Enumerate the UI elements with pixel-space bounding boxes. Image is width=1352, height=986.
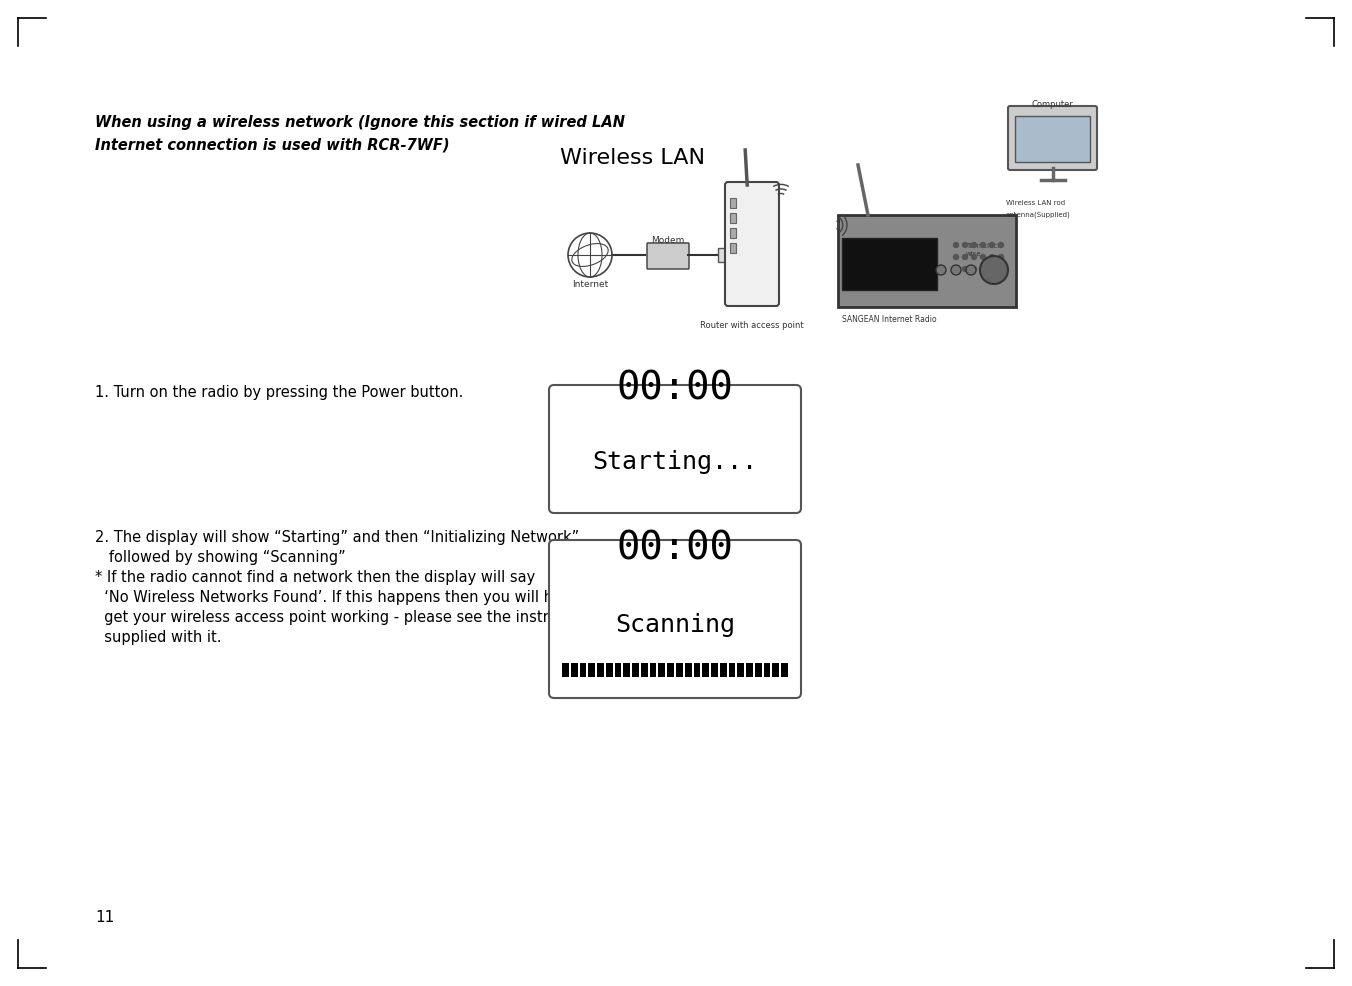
Circle shape bbox=[999, 243, 1003, 247]
Text: Wireless LAN rod: Wireless LAN rod bbox=[1006, 200, 1065, 206]
FancyBboxPatch shape bbox=[549, 540, 800, 698]
Bar bbox=[684, 663, 691, 677]
Text: Wireless LAN: Wireless LAN bbox=[560, 148, 704, 168]
Bar bbox=[633, 663, 639, 677]
Circle shape bbox=[936, 265, 946, 275]
Bar bbox=[588, 663, 595, 677]
Circle shape bbox=[990, 254, 995, 259]
Bar bbox=[571, 663, 577, 677]
Circle shape bbox=[950, 265, 961, 275]
Circle shape bbox=[999, 254, 1003, 259]
Bar bbox=[606, 663, 612, 677]
Text: Scanning: Scanning bbox=[615, 613, 735, 637]
Circle shape bbox=[972, 243, 976, 247]
Bar bbox=[580, 663, 587, 677]
Circle shape bbox=[990, 243, 995, 247]
Text: Router with access point: Router with access point bbox=[700, 321, 804, 330]
Bar bbox=[650, 663, 657, 677]
Bar bbox=[1015, 116, 1090, 162]
Bar bbox=[719, 663, 726, 677]
Circle shape bbox=[980, 256, 1009, 284]
Bar bbox=[772, 663, 779, 677]
Bar bbox=[615, 663, 622, 677]
Bar bbox=[730, 243, 735, 253]
Bar bbox=[668, 663, 675, 677]
Circle shape bbox=[980, 266, 986, 271]
Text: * If the radio cannot find a network then the display will say: * If the radio cannot find a network the… bbox=[95, 570, 535, 585]
Circle shape bbox=[980, 254, 986, 259]
Text: SANGEAN Internet Radio: SANGEAN Internet Radio bbox=[842, 315, 937, 324]
Circle shape bbox=[953, 243, 959, 247]
Text: Internet connection is used with RCR-7WF): Internet connection is used with RCR-7WF… bbox=[95, 137, 449, 152]
Bar bbox=[598, 663, 604, 677]
FancyBboxPatch shape bbox=[725, 182, 779, 306]
FancyBboxPatch shape bbox=[648, 243, 690, 269]
Circle shape bbox=[972, 266, 976, 271]
Bar bbox=[764, 663, 771, 677]
Circle shape bbox=[963, 254, 968, 259]
Bar bbox=[658, 663, 665, 677]
Text: Internet: Internet bbox=[572, 280, 608, 289]
Bar bbox=[676, 663, 683, 677]
Circle shape bbox=[963, 266, 968, 271]
Text: 1. Turn on the radio by pressing the Power button.: 1. Turn on the radio by pressing the Pow… bbox=[95, 385, 464, 400]
Bar bbox=[746, 663, 753, 677]
Text: 2. The display will show “Starting” and then “Initializing Network”,: 2. The display will show “Starting” and … bbox=[95, 530, 584, 545]
Bar bbox=[718, 248, 727, 262]
Circle shape bbox=[965, 265, 976, 275]
FancyBboxPatch shape bbox=[838, 215, 1015, 307]
Bar bbox=[702, 663, 708, 677]
Text: Computer: Computer bbox=[1032, 100, 1073, 109]
Circle shape bbox=[990, 266, 995, 271]
Bar bbox=[730, 228, 735, 238]
Bar bbox=[641, 663, 648, 677]
Circle shape bbox=[972, 254, 976, 259]
FancyBboxPatch shape bbox=[1009, 106, 1096, 170]
Bar bbox=[623, 663, 630, 677]
Text: 00:00: 00:00 bbox=[617, 529, 733, 567]
Text: When using a wireless network (Ignore this section if wired LAN: When using a wireless network (Ignore th… bbox=[95, 115, 625, 130]
Bar bbox=[781, 663, 788, 677]
Text: 11: 11 bbox=[95, 910, 115, 925]
FancyBboxPatch shape bbox=[549, 385, 800, 513]
Text: ‘No Wireless Networks Found’. If this happens then you will have to: ‘No Wireless Networks Found’. If this ha… bbox=[95, 590, 599, 605]
Circle shape bbox=[999, 266, 1003, 271]
Bar bbox=[754, 663, 761, 677]
Text: Turn clock
wise: Turn clock wise bbox=[965, 244, 1002, 256]
Text: antenna(Supplied): antenna(Supplied) bbox=[1006, 212, 1071, 219]
Circle shape bbox=[980, 243, 986, 247]
Bar bbox=[737, 663, 744, 677]
Bar bbox=[711, 663, 718, 677]
Bar bbox=[730, 198, 735, 208]
Text: 00:00: 00:00 bbox=[617, 370, 733, 408]
Bar bbox=[562, 663, 569, 677]
Bar bbox=[730, 213, 735, 223]
Text: supplied with it.: supplied with it. bbox=[95, 630, 222, 645]
Text: Modem: Modem bbox=[652, 236, 684, 245]
Text: followed by showing “Scanning”: followed by showing “Scanning” bbox=[95, 550, 346, 565]
Text: get your wireless access point working - please see the instructions: get your wireless access point working -… bbox=[95, 610, 602, 625]
Text: Starting...: Starting... bbox=[592, 450, 757, 474]
Circle shape bbox=[953, 254, 959, 259]
Circle shape bbox=[963, 243, 968, 247]
Bar bbox=[729, 663, 735, 677]
Bar bbox=[694, 663, 700, 677]
Circle shape bbox=[953, 266, 959, 271]
Bar bbox=[842, 238, 937, 290]
